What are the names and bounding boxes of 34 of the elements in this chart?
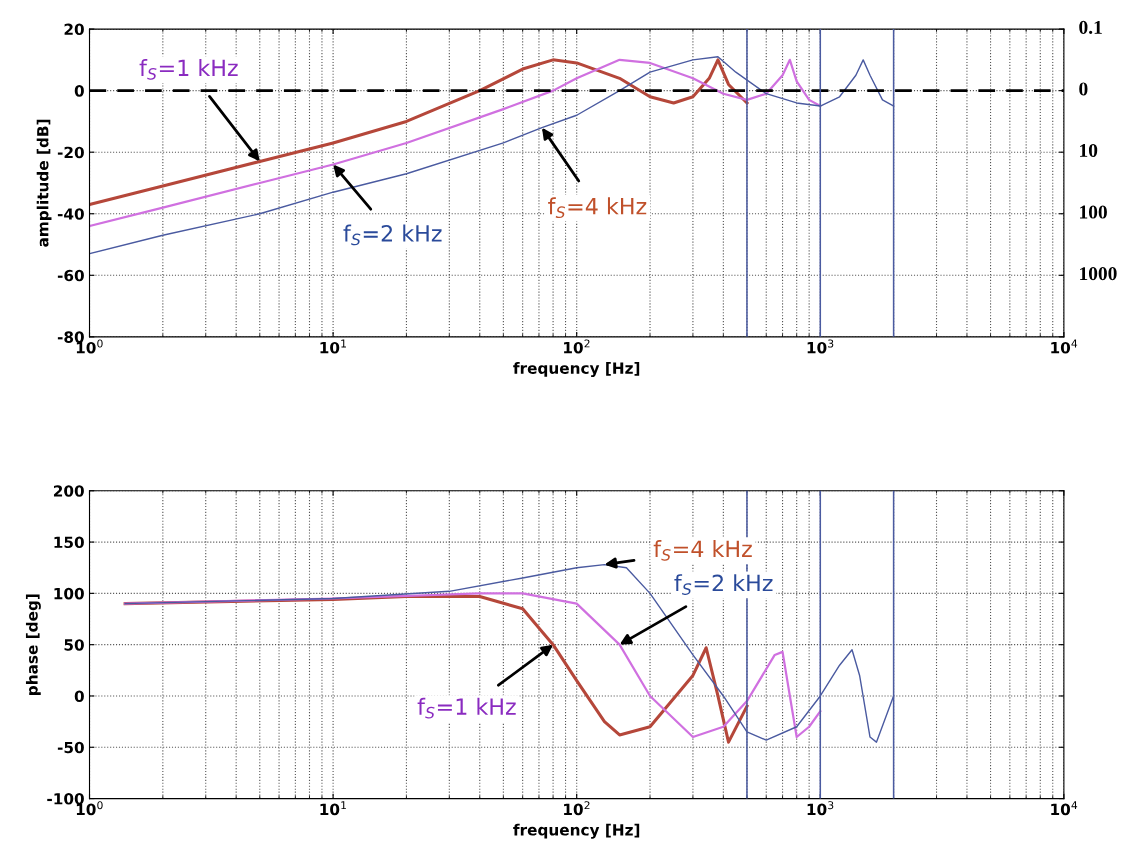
annotation: f$_{S}$=4 kHz bbox=[548, 197, 647, 219]
text: 0 bbox=[1079, 82, 1088, 96]
x-tick-label: 10$^{2}$ bbox=[564, 339, 590, 354]
y-axis-title: amplitude [dB] bbox=[36, 119, 52, 247]
x-tick-label: 10$^{3}$ bbox=[807, 339, 834, 354]
annotation: f$_{S}$=1 kHz bbox=[139, 59, 238, 80]
x-axis-title: frequency [Hz] bbox=[513, 823, 640, 839]
annotation: f$_{S}$=1 kHz bbox=[417, 697, 516, 719]
y-tick-label: 0 bbox=[74, 690, 84, 702]
text: 10 bbox=[1080, 143, 1098, 158]
y-tick-label: 150 bbox=[54, 536, 84, 549]
annotation: f$_{S}$=4 kHz bbox=[653, 540, 752, 561]
y-tick-label: -20 bbox=[57, 146, 84, 159]
y-tick-label: 200 bbox=[53, 485, 84, 497]
y-tick-label: -50 bbox=[57, 741, 84, 754]
text: 0.1 bbox=[1079, 20, 1102, 35]
annotation: f$_{S}$=2 kHz bbox=[343, 224, 442, 246]
text: 100 bbox=[1080, 205, 1107, 219]
y-axis-title: phase [deg] bbox=[25, 594, 41, 695]
x-tick-label: 10$^{1}$ bbox=[320, 339, 346, 354]
y-tick-label: 20 bbox=[64, 23, 84, 36]
y-tick-label: -60 bbox=[57, 269, 84, 282]
y-tick-label: 100 bbox=[54, 587, 84, 600]
x-axis-title: frequency [Hz] bbox=[513, 362, 640, 377]
x-tick-label: 10$^{1}$ bbox=[320, 801, 346, 816]
y-tick-label: 50 bbox=[64, 639, 84, 651]
y-tick-label: -40 bbox=[57, 208, 84, 220]
x-tick-label: 10$^{4}$ bbox=[1051, 339, 1078, 354]
annotation: f$_{S}$=2 kHz bbox=[674, 574, 773, 595]
x-tick-label: 10$^{2}$ bbox=[564, 801, 590, 816]
x-tick-label: 10$^{3}$ bbox=[807, 801, 834, 816]
text: 1000 bbox=[1080, 267, 1117, 281]
x-tick-label: 10$^{4}$ bbox=[1051, 801, 1078, 816]
y-tick-label: 0 bbox=[74, 85, 84, 97]
